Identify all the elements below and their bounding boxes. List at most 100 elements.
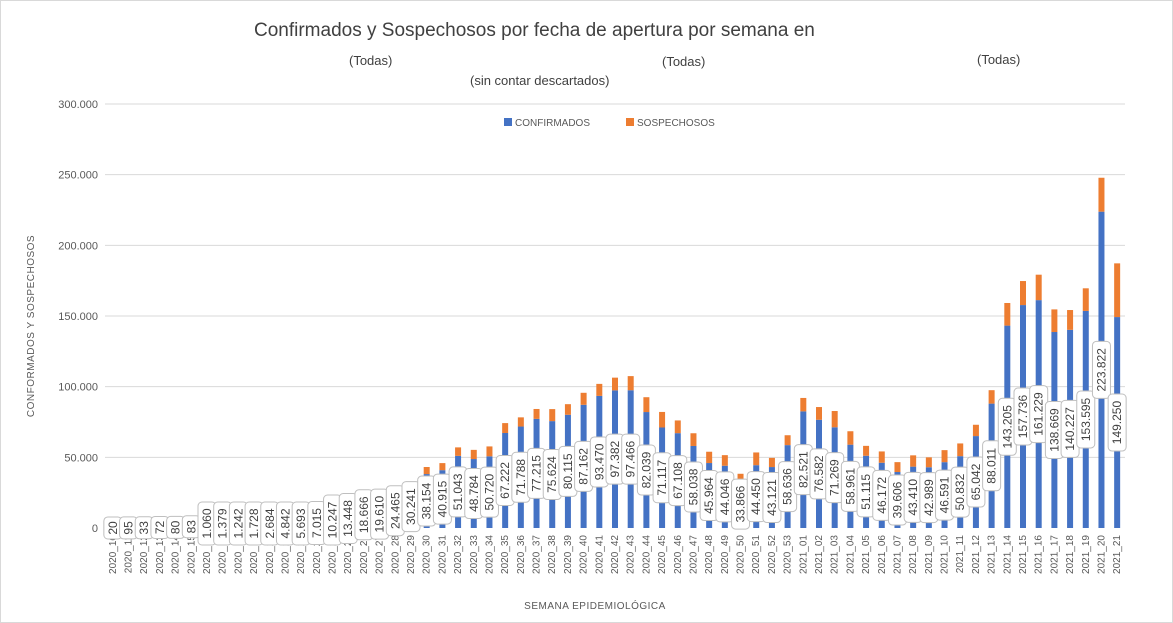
data-label-confirmados: 93.470	[592, 443, 606, 480]
data-label-confirmados: 138.669	[1047, 408, 1061, 452]
x-tick-label: 2021_14	[1002, 535, 1013, 574]
data-label-confirmados: 4.842	[278, 508, 292, 538]
bar-sospechosos	[564, 404, 571, 415]
x-tick-label: 2020_17	[218, 535, 229, 574]
data-label-confirmados: 143.205	[1000, 405, 1014, 449]
x-tick-label: 2020_22	[296, 535, 307, 574]
data-label-confirmados: 87.162	[577, 448, 591, 485]
bar-sospechosos	[1114, 263, 1121, 318]
x-tick-label: 2020_18	[233, 535, 244, 574]
data-label-confirmados: 67.108	[671, 462, 685, 499]
x-tick-label: 2020_24	[328, 535, 339, 574]
bar-sospechosos	[1020, 281, 1026, 306]
x-tick-label: 2021_06	[877, 535, 888, 574]
bar-sospechosos	[941, 450, 948, 463]
bar-sospechosos	[1082, 288, 1089, 311]
bar-sospechosos	[549, 409, 556, 422]
data-label-confirmados: 153.595	[1079, 397, 1093, 441]
data-label-confirmados: 13.448	[341, 500, 355, 537]
data-label-confirmados: 33.866	[734, 485, 748, 522]
bar-sospechosos	[643, 397, 650, 413]
x-tick-label: 2020_42	[610, 535, 621, 574]
x-tick-label: 2020_10	[108, 535, 119, 574]
x-tick-label: 2021_07	[892, 535, 903, 574]
bar-sospechosos	[580, 392, 587, 405]
data-label-confirmados: 58.636	[781, 468, 795, 505]
x-tick-label: 2020_44	[641, 535, 652, 574]
x-tick-label: 2020_38	[547, 535, 558, 574]
bar-sospechosos	[894, 462, 901, 473]
data-label-confirmados: 44.450	[749, 478, 763, 515]
data-label-confirmados: 83	[184, 520, 198, 534]
legend-swatch-confirmados	[504, 118, 512, 126]
x-tick-label: 2020_52	[767, 535, 778, 574]
legend-swatch-sospechosos	[626, 118, 634, 126]
data-label-confirmados: 43.121	[765, 479, 779, 516]
x-tick-label: 2020_14	[171, 535, 182, 574]
x-tick-label: 2020_20	[265, 535, 276, 574]
data-label-confirmados: 5.693	[294, 508, 308, 538]
x-tick-label: 2021_11	[955, 535, 966, 574]
bar-sospechosos	[721, 455, 728, 466]
data-label-confirmados: 1.728	[247, 508, 261, 538]
x-tick-label: 2020_46	[673, 535, 684, 574]
data-label-confirmados: 33	[137, 521, 151, 535]
data-label-confirmados: 18.666	[357, 496, 371, 533]
bar-sospechosos	[674, 420, 681, 434]
data-label-confirmados: 1.379	[216, 508, 230, 538]
bar-sospechosos	[1004, 302, 1011, 326]
x-tick-label: 2020_25	[343, 535, 354, 574]
data-label-confirmados: 76.582	[812, 455, 826, 492]
data-label-confirmados: 97.466	[624, 440, 638, 477]
bar-sospechosos	[768, 457, 775, 468]
x-tick-label: 2020_30	[422, 535, 433, 574]
x-tick-label: 2020_15	[186, 535, 197, 574]
data-label-confirmados: 40.915	[435, 480, 449, 517]
x-tick-label: 2021_08	[908, 535, 919, 574]
x-tick-label: 2020_33	[469, 535, 480, 574]
data-label-confirmados: 38.154	[420, 482, 434, 519]
x-tick-label: 2020_50	[736, 535, 747, 574]
bar-sospechosos	[470, 449, 477, 460]
legend-label-sospechosos: SOSPECHOSOS	[637, 118, 715, 129]
x-tick-label: 2020_36	[516, 535, 527, 574]
data-label-confirmados: 67.222	[498, 462, 512, 499]
data-label-confirmados: 51.043	[451, 473, 465, 510]
x-tick-label: 2020_23	[312, 535, 323, 574]
x-tick-label: 2020_35	[500, 535, 511, 574]
bar-sospechosos	[878, 451, 885, 463]
bar-sospechosos	[800, 397, 807, 412]
data-label-box	[982, 440, 1002, 492]
data-label-confirmados: 223.822	[1094, 348, 1108, 392]
data-label-confirmados: 19.610	[373, 495, 387, 532]
bar-sospechosos	[957, 443, 964, 457]
bar-sospechosos	[831, 411, 838, 428]
data-label-confirmados: 97.382	[608, 441, 622, 478]
x-tick-label: 2020_29	[406, 535, 417, 574]
y-tick-label: 300.000	[58, 99, 98, 111]
data-label-confirmados: 7.015	[310, 508, 324, 538]
bar-sospechosos	[988, 390, 995, 404]
bar-sospechosos	[627, 376, 634, 391]
bar-sospechosos	[517, 417, 524, 427]
y-tick-label: 100.000	[58, 382, 98, 394]
chart-title: Confirmados y Sospechosos por fecha de a…	[254, 20, 815, 41]
data-label-box	[1076, 390, 1096, 449]
data-label-confirmados: 46.172	[875, 477, 889, 514]
x-tick-label: 2021_13	[987, 535, 998, 574]
y-tick-label: 50.000	[64, 452, 98, 464]
x-tick-label: 2020_34	[484, 535, 495, 574]
data-label-confirmados: 58.961	[843, 468, 857, 505]
bar-sospechosos	[784, 435, 791, 446]
bar-sospechosos	[1067, 310, 1074, 330]
data-label-confirmados: 46.591	[938, 476, 952, 513]
data-label-confirmados: 75.624	[545, 456, 559, 493]
y-tick-label: 0	[92, 523, 98, 535]
x-tick-label: 2021_19	[1081, 535, 1092, 574]
bar-sospechosos	[533, 408, 540, 419]
x-tick-label: 2021_01	[798, 535, 809, 574]
data-label-confirmados: 71.788	[514, 459, 528, 496]
data-label-confirmados: 157.736	[1016, 395, 1030, 439]
y-tick-label: 200.000	[58, 240, 98, 252]
